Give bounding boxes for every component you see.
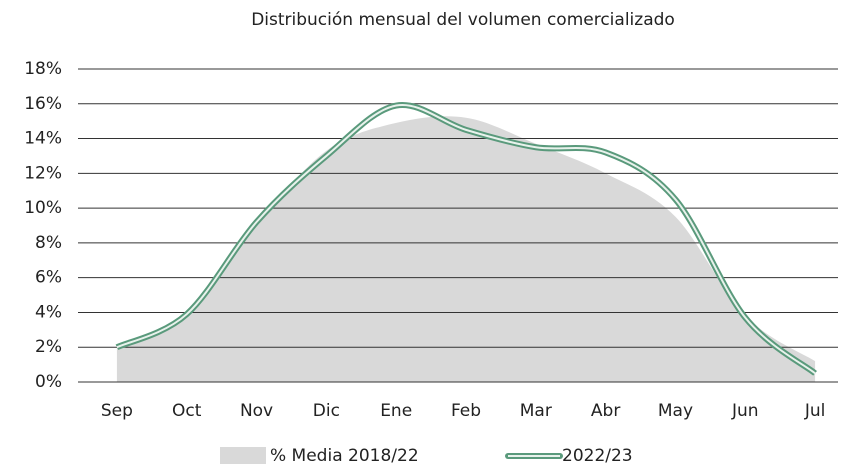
x-tick-label: Sep xyxy=(101,401,133,421)
y-tick-label: 4% xyxy=(35,302,62,322)
legend-label: % Media 2018/22 xyxy=(270,446,419,466)
y-tick-label: 18% xyxy=(24,59,62,79)
line xyxy=(116,103,816,375)
x-tick-label: Mar xyxy=(520,401,552,421)
y-tick-label: 6% xyxy=(35,268,62,288)
x-tick-label: Dic xyxy=(313,401,340,421)
y-tick-label: 12% xyxy=(24,163,62,183)
chart-title: Distribución mensual del volumen comerci… xyxy=(251,10,675,30)
x-tick-label: Oct xyxy=(172,401,202,421)
y-tick-label: 10% xyxy=(24,198,62,218)
legend-swatch xyxy=(220,447,266,464)
x-tick-label: Nov xyxy=(240,401,273,421)
y-tick-label: 2% xyxy=(35,337,62,357)
y-tick-label: 0% xyxy=(35,372,62,392)
area xyxy=(116,116,816,382)
y-tick-label: 16% xyxy=(24,94,62,114)
x-tick-label: Jun xyxy=(731,401,759,421)
x-tick-label: Abr xyxy=(591,401,620,421)
legend-label: 2022/23 xyxy=(562,446,633,466)
y-tick-label: 8% xyxy=(35,233,62,253)
y-tick-label: 14% xyxy=(24,129,62,149)
x-tick-label: Jul xyxy=(804,401,826,421)
x-tick-label: Ene xyxy=(380,401,412,421)
x-tick-label: Feb xyxy=(451,401,481,421)
x-tick-label: May xyxy=(658,401,693,421)
